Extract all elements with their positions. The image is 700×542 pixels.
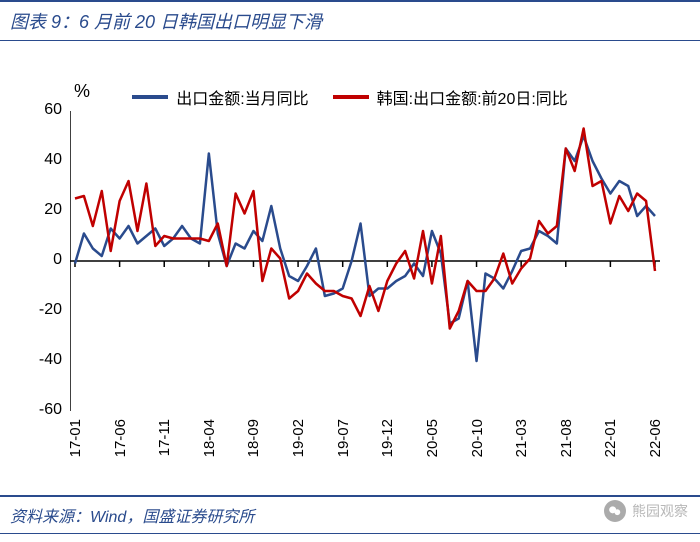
- x-tick-label: 21-03: [513, 419, 530, 457]
- y-tick-label: -40: [22, 351, 62, 369]
- legend-swatch-0: [132, 95, 168, 99]
- y-tick-label: 40: [22, 151, 62, 169]
- x-tick-label: 18-09: [245, 419, 262, 457]
- legend-item-0: 出口金额:当月同比: [132, 85, 308, 109]
- chart-header: 图表 9：6 月前 20 日韩国出口明显下滑: [0, 0, 700, 41]
- x-tick-label: 18-04: [201, 419, 218, 457]
- chart-legend: 出口金额:当月同比 韩国:出口金额:前20日:同比: [0, 85, 700, 109]
- x-tick-label: 17-11: [156, 419, 173, 456]
- watermark-text: 熊园观察: [632, 501, 688, 521]
- legend-swatch-1: [333, 95, 369, 99]
- x-tick-label: 19-12: [379, 419, 396, 457]
- legend-item-1: 韩国:出口金额:前20日:同比: [333, 85, 568, 109]
- chart-plot: [70, 111, 660, 411]
- chart-area: % 出口金额:当月同比 韩国:出口金额:前20日:同比 -60-40-20020…: [0, 41, 700, 491]
- source-text: 资料来源：Wind，国盛证券研究所: [10, 503, 690, 527]
- watermark: 熊园观察: [604, 500, 688, 522]
- legend-label-0: 出口金额:当月同比: [176, 85, 308, 109]
- y-tick-label: 60: [22, 101, 62, 119]
- x-tick-label: 22-01: [602, 419, 619, 457]
- x-tick-label: 17-06: [112, 419, 129, 457]
- chart-title: 图表 9：6 月前 20 日韩国出口明显下滑: [10, 8, 690, 34]
- wechat-icon: [604, 500, 626, 522]
- y-tick-label: -60: [22, 401, 62, 419]
- x-tick-label: 17-01: [67, 419, 84, 457]
- y-tick-label: 0: [22, 251, 62, 269]
- x-tick-label: 20-05: [424, 419, 441, 457]
- x-tick-label: 20-10: [469, 419, 486, 457]
- y-tick-label: 20: [22, 201, 62, 219]
- x-tick-label: 19-02: [290, 419, 307, 457]
- x-tick-label: 19-07: [335, 419, 352, 457]
- legend-label-1: 韩国:出口金额:前20日:同比: [377, 85, 568, 109]
- x-tick-label: 22-06: [647, 419, 664, 457]
- chart-footer: 资料来源：Wind，国盛证券研究所: [0, 495, 700, 534]
- x-tick-label: 21-08: [558, 419, 575, 457]
- y-tick-label: -20: [22, 301, 62, 319]
